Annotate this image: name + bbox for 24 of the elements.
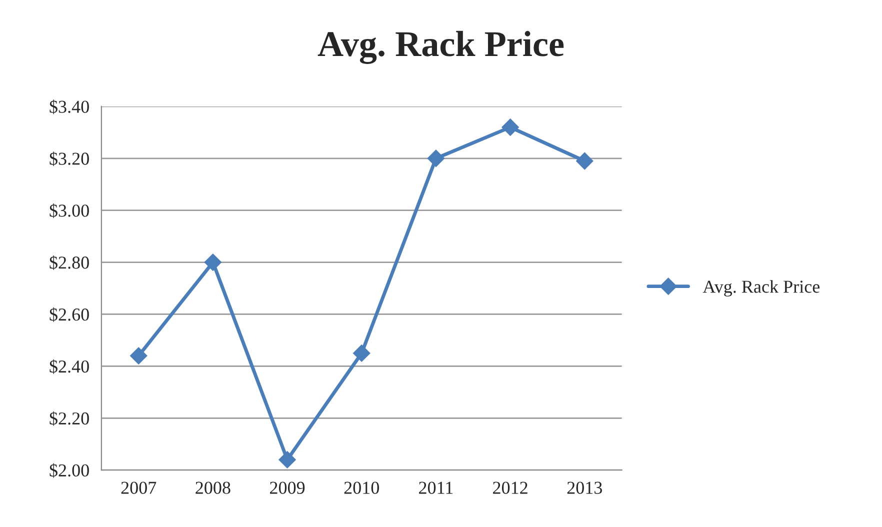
point xyxy=(130,347,148,364)
legend-label: Avg. Rack Price xyxy=(702,280,820,297)
y-tick-label: $3.40 xyxy=(50,100,89,114)
y-tick-label: $2.20 xyxy=(50,411,89,426)
x-tick-label: 2011 xyxy=(419,482,453,494)
y-tick-label: $2.80 xyxy=(50,255,89,270)
y-tick-label: $2.40 xyxy=(50,359,89,374)
y-tick-label: $2.60 xyxy=(50,307,89,322)
chart-title: Avg. Rack Price xyxy=(318,30,564,64)
x-tick-label: 2010 xyxy=(344,482,379,494)
point xyxy=(576,152,594,170)
point xyxy=(353,344,370,362)
y-tick-label: $2.00 xyxy=(50,463,89,478)
point xyxy=(502,118,519,136)
x-tick-label: 2008 xyxy=(196,482,230,494)
point xyxy=(204,254,222,271)
y-tick-label: $3.20 xyxy=(50,152,89,166)
x-tick-label: 2012 xyxy=(493,482,528,494)
point xyxy=(427,150,445,167)
y-tick-label: $3.00 xyxy=(50,204,89,218)
point xyxy=(278,451,296,468)
x-tick-label: 2009 xyxy=(270,482,305,494)
x-tick-label: 2013 xyxy=(567,482,602,494)
x-tick-label: 2007 xyxy=(121,482,156,494)
